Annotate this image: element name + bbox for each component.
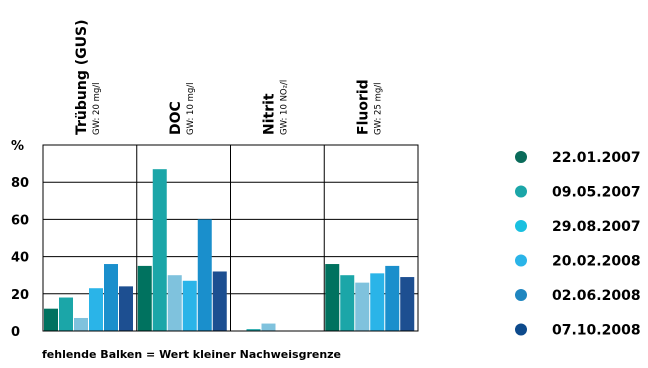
category-label: Trübung (GUS) [74, 20, 90, 135]
y-tick-label: 20 [11, 288, 29, 303]
bar [59, 297, 73, 331]
category-sublabel: GW: 10 NO₂/l [280, 80, 290, 135]
y-tick-label: 0 [11, 325, 20, 340]
legend-label: 07.10.2008 [552, 323, 641, 339]
bar [400, 277, 415, 331]
category-sublabel: GW: 25 mg/l [373, 83, 383, 135]
bar [355, 282, 370, 331]
legend-marker [515, 323, 527, 336]
legend-label: 20.02.2008 [552, 254, 641, 270]
bar [182, 280, 197, 331]
y-tick-label: 40 [11, 251, 29, 266]
y-axis-unit: % [11, 139, 24, 154]
category-label: Fluorid [355, 79, 371, 135]
bar [104, 264, 118, 331]
y-axis: % 0 20 40 60 80 [11, 139, 29, 340]
plot-frame [42, 144, 419, 332]
legend-label: 09.05.2007 [552, 185, 641, 201]
category-sublabel: GW: 20 mg/l [92, 83, 102, 135]
category-labels: Trübung (GUS) GW: 20 mg/l DOC GW: 10 mg/l Ni… [74, 20, 383, 135]
legend-marker [515, 185, 527, 198]
bar [137, 265, 152, 331]
category-sublabel: GW: 10 mg/l [186, 83, 196, 135]
bar [197, 219, 212, 331]
legend-marker [515, 254, 527, 267]
bars-layer [44, 169, 415, 331]
bar [74, 317, 88, 331]
bar [246, 329, 261, 331]
bar [370, 273, 385, 331]
bar [167, 275, 182, 331]
bar [44, 308, 58, 331]
legend-label: 02.06.2008 [552, 288, 641, 304]
footnote: fehlende Balken = Wert kleiner Nachweisg… [42, 348, 341, 361]
legend-marker [515, 151, 527, 163]
legend-marker [515, 220, 527, 232]
category-label: Nitrit [262, 93, 278, 135]
y-tick-label: 60 [11, 213, 29, 228]
legend: 22.01.2007 09.05.2007 29.08.2007 20.02.2008… [515, 150, 641, 339]
bar [152, 169, 167, 331]
category-label: DOC [168, 101, 184, 135]
bar [261, 323, 276, 331]
legend-label: 29.08.2007 [552, 219, 641, 235]
bar [325, 264, 340, 331]
bar [385, 265, 400, 331]
bar [340, 275, 355, 331]
y-tick-label: 80 [11, 176, 29, 191]
legend-label: 22.01.2007 [552, 150, 641, 166]
legend-marker [515, 289, 527, 301]
bar [89, 288, 103, 331]
bar [212, 271, 227, 331]
bar [119, 286, 133, 331]
